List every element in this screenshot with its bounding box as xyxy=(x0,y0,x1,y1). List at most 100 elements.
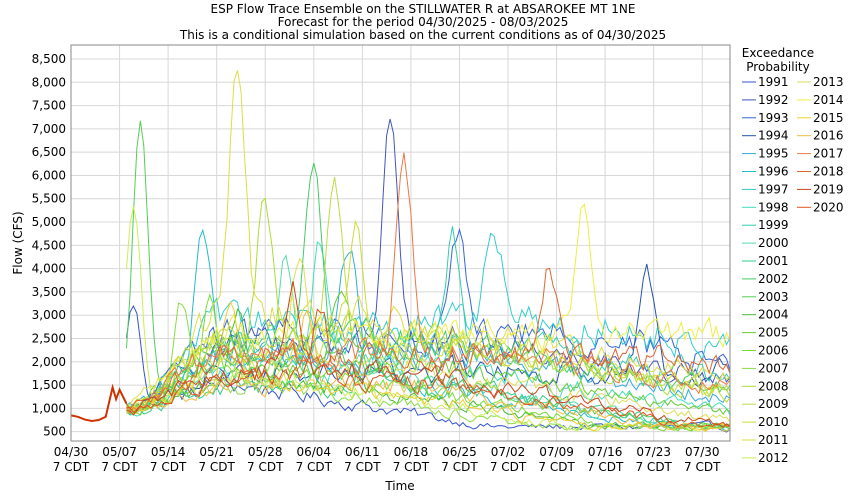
y-tick-label: 7,500 xyxy=(32,99,66,113)
legend-label-2002: 2002 xyxy=(758,272,789,286)
legend-label-1999: 1999 xyxy=(758,218,789,232)
legend-label-1993: 1993 xyxy=(758,111,789,125)
x-tick-label-time: 7 CDT xyxy=(441,460,478,474)
y-tick-label: 1,500 xyxy=(32,378,66,392)
legend-label-2017: 2017 xyxy=(813,147,844,161)
x-tick-label-time: 7 CDT xyxy=(684,460,721,474)
y-tick-label: 8,000 xyxy=(32,75,66,89)
x-tick-label-time: 7 CDT xyxy=(587,460,624,474)
x-tick-label: 07/09 xyxy=(539,445,574,459)
chart-title: ESP Flow Trace Ensemble on the STILLWATE… xyxy=(211,2,636,16)
y-tick-label: 5,000 xyxy=(32,215,66,229)
chart-subtitle: Forecast for the period 04/30/2025 - 08/… xyxy=(278,15,569,29)
x-tick-label-time: 7 CDT xyxy=(296,460,333,474)
x-tick-label: 06/25 xyxy=(442,445,477,459)
chart-subtitle-2: This is a conditional simulation based o… xyxy=(179,28,666,42)
y-tick-label: 3,000 xyxy=(32,308,66,322)
x-tick-label: 05/21 xyxy=(199,445,234,459)
x-tick-label-time: 7 CDT xyxy=(344,460,381,474)
x-tick-label-time: 7 CDT xyxy=(247,460,284,474)
x-tick-label-time: 7 CDT xyxy=(393,460,430,474)
x-tick-label-time: 7 CDT xyxy=(198,460,235,474)
y-tick-label: 500 xyxy=(43,425,66,439)
series-line-2017 xyxy=(126,152,731,414)
y-tick-label: 1,000 xyxy=(32,401,66,415)
legend-label-2013: 2013 xyxy=(813,75,844,89)
series-line-2019 xyxy=(126,281,731,429)
legend-label-1992: 1992 xyxy=(758,93,789,107)
observed-line xyxy=(70,383,128,423)
x-tick-label-time: 7 CDT xyxy=(53,460,90,474)
series-line-2014 xyxy=(126,203,731,410)
x-tick-label: 05/14 xyxy=(151,445,186,459)
legend-label-2005: 2005 xyxy=(758,326,789,340)
legend-label-2001: 2001 xyxy=(758,254,789,268)
x-tick-label: 05/07 xyxy=(102,445,137,459)
legend-label-2000: 2000 xyxy=(758,236,789,250)
series-line-2011 xyxy=(126,70,731,407)
legend-title-line-1: Exceedance xyxy=(742,46,814,60)
observed-layer xyxy=(70,383,128,423)
x-tick-label: 06/04 xyxy=(296,445,331,459)
x-tick-label-time: 7 CDT xyxy=(490,460,527,474)
x-tick-label-time: 7 CDT xyxy=(101,460,138,474)
y-tick-label: 3,500 xyxy=(32,285,66,299)
y-axis-label: Flow (CFS) xyxy=(11,211,25,274)
x-tick-label: 05/28 xyxy=(248,445,283,459)
x-tick-label: 07/23 xyxy=(636,445,671,459)
series-line-1999 xyxy=(126,226,731,412)
y-tick-label: 6,500 xyxy=(32,145,66,159)
legend-label-2019: 2019 xyxy=(813,182,844,196)
x-tick-label-time: 7 CDT xyxy=(635,460,672,474)
legend-label-1996: 1996 xyxy=(758,165,789,179)
y-tick-label: 5,500 xyxy=(32,192,66,206)
legend-label-2003: 2003 xyxy=(758,290,789,304)
y-tick-label: 4,500 xyxy=(32,238,66,252)
series-line-2010 xyxy=(126,219,731,410)
legend-label-2016: 2016 xyxy=(813,129,844,143)
y-tick-label: 7,000 xyxy=(32,122,66,136)
series-line-2003 xyxy=(126,120,731,430)
series-line-2005 xyxy=(126,290,731,416)
legend-label-1991: 1991 xyxy=(758,75,789,89)
y-tick-labels: 500 1,000 1,500 2,000 2,500 3,000 3,500 4,000 4,… xyxy=(32,52,66,439)
y-tick-label: 2,500 xyxy=(32,332,66,346)
legend-label-2007: 2007 xyxy=(758,361,789,375)
series-line-2015 xyxy=(126,301,731,433)
series-line-2000 xyxy=(126,254,731,430)
plot-frame xyxy=(70,44,731,442)
legend-label-1998: 1998 xyxy=(758,200,789,214)
x-axis-label: Time xyxy=(384,479,414,493)
legend-label-1997: 1997 xyxy=(758,182,789,196)
y-tick-label: 4,000 xyxy=(32,262,66,276)
legend-label-1994: 1994 xyxy=(758,129,789,143)
legend-label-2009: 2009 xyxy=(758,397,789,411)
legend-label-2020: 2020 xyxy=(813,200,844,214)
legend-title-line-2: Probability xyxy=(746,60,809,74)
y-tick-label: 6,000 xyxy=(32,168,66,182)
legend-label-2018: 2018 xyxy=(813,165,844,179)
series-layer xyxy=(126,70,731,433)
legend: 1991 1992 1993 1994 1995 1996 1997 1998 1999 2000… xyxy=(742,75,844,465)
x-tick-label: 07/02 xyxy=(491,445,526,459)
legend-label-2004: 2004 xyxy=(758,308,789,322)
x-tick-label-time: 7 CDT xyxy=(538,460,575,474)
x-tick-label-time: 7 CDT xyxy=(150,460,187,474)
legend-label-2006: 2006 xyxy=(758,344,789,358)
legend-label-2008: 2008 xyxy=(758,379,789,393)
series-line-2016 xyxy=(126,309,731,431)
series-line-2013 xyxy=(126,257,731,423)
legend-label-2012: 2012 xyxy=(758,451,789,465)
series-line-2020 xyxy=(126,308,731,428)
legend-label-2011: 2011 xyxy=(758,433,789,447)
legend-label-2010: 2010 xyxy=(758,415,789,429)
x-tick-label: 06/18 xyxy=(394,445,429,459)
legend-label-2015: 2015 xyxy=(813,111,844,125)
series-line-1997 xyxy=(126,232,731,411)
series-line-2012 xyxy=(126,206,731,432)
x-tick-label: 07/16 xyxy=(588,445,623,459)
x-tick-label: 04/30 xyxy=(54,445,89,459)
y-tick-label: 2,000 xyxy=(32,355,66,369)
